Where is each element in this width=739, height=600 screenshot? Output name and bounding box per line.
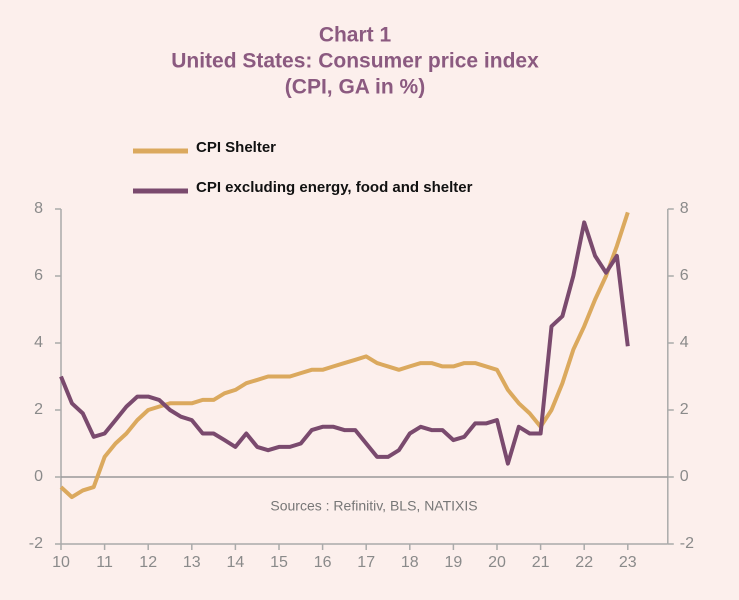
- x-tick-label: 14: [227, 554, 245, 571]
- series-line: [59, 211, 630, 500]
- x-tick-label: 13: [183, 554, 201, 571]
- x-tick-label: 23: [619, 554, 637, 571]
- x-tick-label: 19: [445, 554, 463, 571]
- chart-title: United States: Consumer price index: [171, 50, 539, 73]
- chart-title: Chart 1: [319, 24, 392, 47]
- y2-tick-label: 8: [680, 200, 689, 217]
- y-tick-label: 0: [34, 468, 43, 485]
- legend-label: CPI excluding energy, food and shelter: [196, 179, 473, 196]
- x-tick-label: 11: [96, 554, 113, 571]
- y-tick-label: 2: [34, 401, 43, 418]
- y-tick-label: 8: [34, 200, 43, 217]
- x-tick-label: 17: [357, 554, 375, 571]
- series-line: [59, 220, 630, 466]
- x-tick-label: 18: [401, 554, 419, 571]
- x-tick-label: 12: [139, 554, 157, 571]
- y2-tick-label: 2: [680, 401, 689, 418]
- y2-tick-label: 0: [680, 468, 689, 485]
- x-tick-label: 16: [314, 554, 332, 571]
- legend-label: CPI Shelter: [196, 139, 276, 156]
- y-tick-label: -2: [29, 535, 43, 552]
- y2-tick-label: 4: [680, 334, 689, 351]
- y-tick-label: 4: [34, 334, 43, 351]
- x-tick-label: 21: [532, 554, 550, 571]
- x-tick-label: 22: [575, 554, 593, 571]
- y-tick-label: 6: [34, 267, 43, 284]
- x-tick-label: 10: [52, 554, 70, 571]
- y2-tick-label: 6: [680, 267, 689, 284]
- x-tick-label: 20: [488, 554, 506, 571]
- annotation: Sources : Refinitiv, BLS, NATIXIS: [270, 498, 477, 514]
- x-tick-label: 15: [270, 554, 288, 571]
- chart-title: (CPI, GA in %): [285, 76, 425, 99]
- y2-tick-label: -2: [680, 535, 694, 552]
